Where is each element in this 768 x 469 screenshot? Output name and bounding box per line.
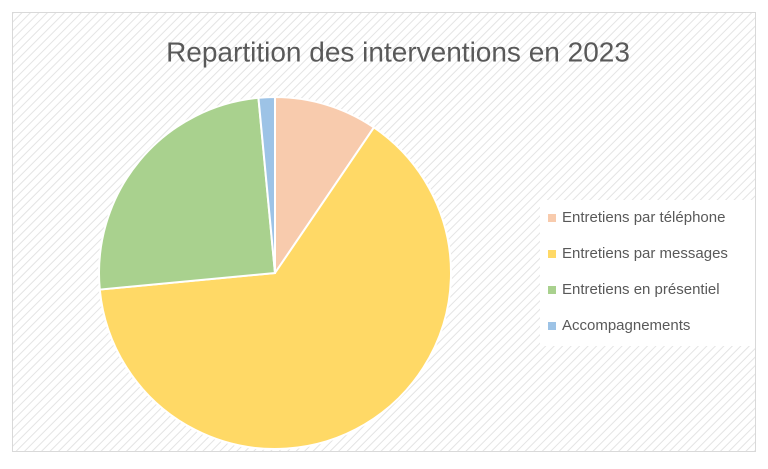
legend-swatch	[548, 250, 556, 258]
pie-slice	[98, 96, 277, 291]
legend-label: Accompagnements	[562, 317, 690, 334]
chart-title: Repartition des interventions en 2023	[166, 36, 630, 67]
legend-swatch	[548, 214, 556, 222]
pie-slice	[257, 95, 276, 274]
legend-swatch	[548, 286, 556, 294]
pie-slice	[98, 126, 452, 450]
pie-slice	[274, 95, 376, 277]
legend-background	[540, 200, 755, 346]
legend-swatch	[548, 322, 556, 330]
legend-label: Entretiens par téléphone	[562, 209, 725, 226]
legend-label: Entretiens en présentiel	[562, 281, 720, 298]
legend-label: Entretiens par messages	[562, 245, 728, 262]
